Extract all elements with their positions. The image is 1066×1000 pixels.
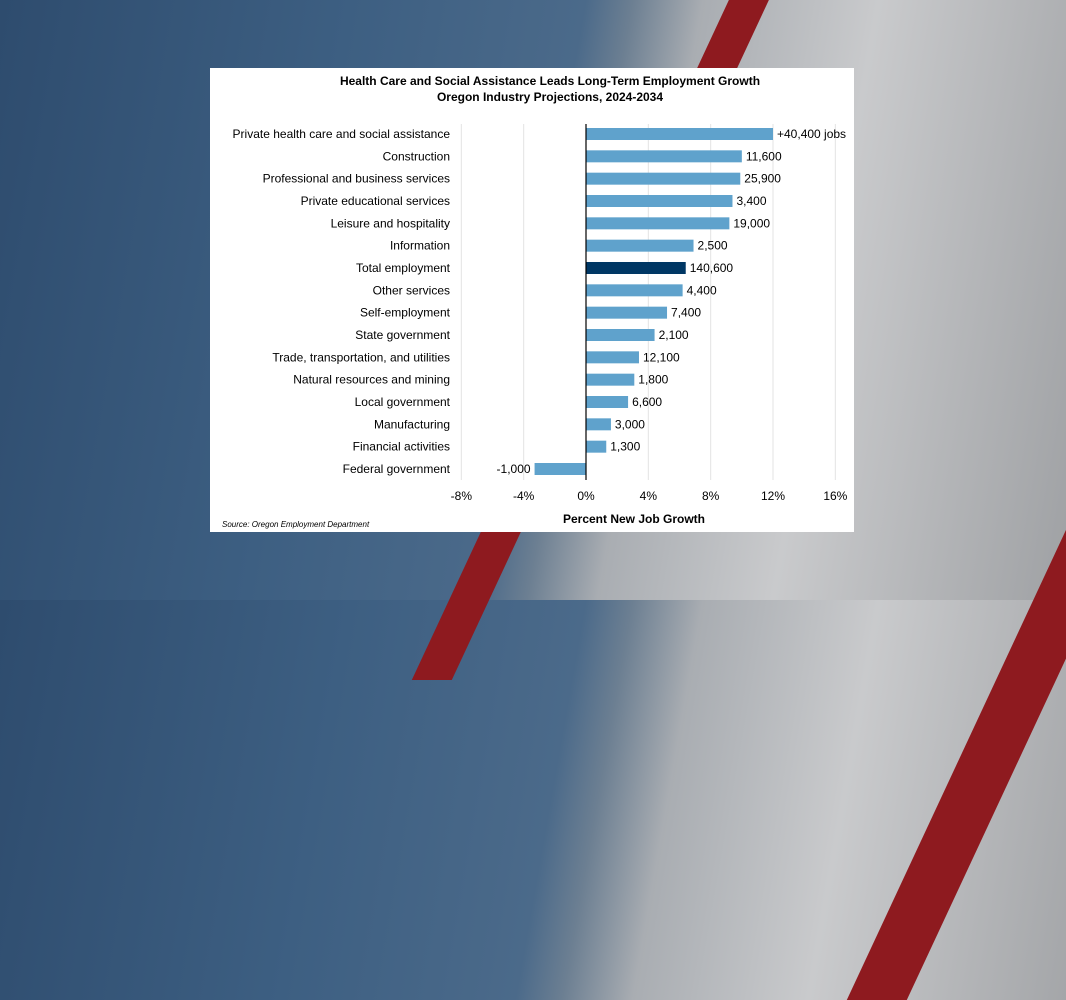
bar [586,396,629,408]
category-label: Private educational services [301,194,450,208]
data-label: 25,900 [744,172,781,186]
data-label: 140,600 [690,261,734,275]
bar [586,195,733,207]
data-label: 3,000 [615,417,645,431]
data-label: 12,100 [643,350,680,364]
data-label: 19,000 [733,216,770,230]
x-tick-label: 16% [823,489,847,503]
category-label: Construction [383,149,450,163]
source-note: Source: Oregon Employment Department [222,520,370,529]
bar-chart: Health Care and Social Assistance Leads … [222,74,848,529]
bar [586,329,655,341]
chart-panel: Health Care and Social Assistance Leads … [210,68,854,532]
data-label: 2,100 [659,328,689,342]
data-label: 7,400 [671,306,701,320]
x-tick-label: -8% [451,489,473,503]
x-tick-label: 12% [761,489,785,503]
bar [534,463,586,475]
data-label: 1,800 [638,373,668,387]
bar [586,373,635,386]
x-tick-label: -4% [513,489,535,503]
category-label: State government [355,328,450,342]
bar [586,262,686,274]
bar [586,351,639,364]
category-label: Self-employment [360,306,451,320]
bar [586,440,607,453]
data-label: +40,400 jobs [777,127,846,141]
data-label: 6,600 [632,395,662,409]
data-label: -1,000 [497,462,531,476]
data-label: 4,400 [687,283,717,297]
bar [586,306,668,319]
bar [586,150,742,163]
bar [586,284,683,297]
chart-title: Health Care and Social Assistance Leads … [340,74,760,88]
category-label: Leisure and hospitality [331,216,450,230]
category-label: Professional and business services [263,172,450,186]
x-tick-label: 0% [577,489,595,503]
bar [586,418,611,431]
category-label: Total employment [356,261,451,275]
bar [586,128,773,140]
chart-subtitle: Oregon Industry Projections, 2024-2034 [437,90,663,104]
bar [586,217,730,230]
category-label: Manufacturing [374,417,450,431]
category-label: Natural resources and mining [293,373,450,387]
category-label: Other services [373,283,450,297]
category-label: Trade, transportation, and utilities [272,350,450,364]
red-stripe-background-right [846,300,1066,1000]
x-tick-label: 4% [640,489,658,503]
data-label: 1,300 [610,440,640,454]
bar [586,239,694,252]
data-label: 3,400 [736,194,766,208]
category-label: Financial activities [353,440,450,454]
category-label: Federal government [343,462,451,476]
data-label: 2,500 [698,239,728,253]
x-axis-label: Percent New Job Growth [563,512,705,526]
category-label: Private health care and social assistanc… [233,127,451,141]
category-label: Local government [355,395,451,409]
bar [586,172,741,185]
x-tick-label: 8% [702,489,720,503]
data-label: 11,600 [746,149,782,163]
category-label: Information [390,239,450,253]
